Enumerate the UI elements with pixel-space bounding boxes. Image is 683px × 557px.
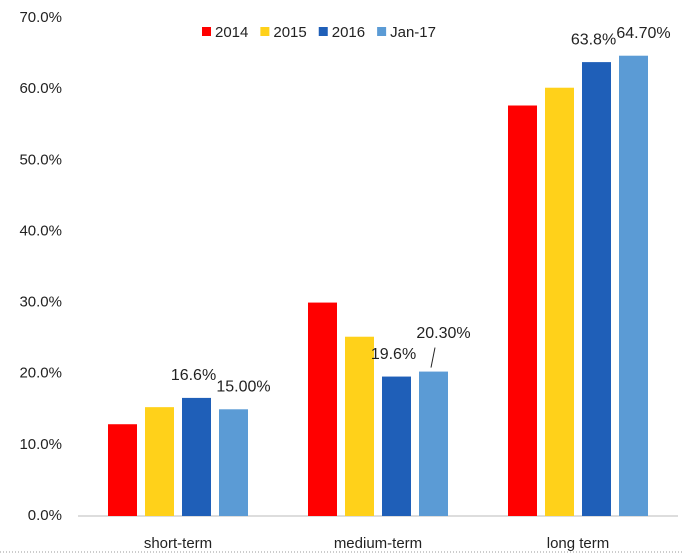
bar: [108, 424, 137, 516]
y-tick-label: 50.0%: [19, 151, 62, 168]
bar: [345, 336, 374, 516]
y-tick-label: 10.0%: [19, 436, 62, 453]
value-label: 19.6%: [371, 346, 416, 363]
bar: [508, 105, 537, 517]
bar: [145, 407, 174, 516]
bar: [382, 376, 411, 516]
y-tick-label: 0.0%: [28, 507, 62, 524]
legend-label: 2014: [215, 24, 248, 41]
y-tick-label: 30.0%: [19, 294, 62, 311]
bar: [619, 55, 648, 516]
bar: [182, 397, 211, 516]
value-label: 16.6%: [171, 367, 216, 384]
legend-swatch: [260, 27, 270, 36]
leader-line: [430, 347, 436, 368]
x-tick-label: short-term: [144, 535, 212, 552]
bar: [582, 62, 611, 516]
bar: [419, 371, 448, 516]
legend-swatch: [202, 27, 211, 36]
legend-label: 2016: [332, 24, 365, 41]
value-label: 64.70%: [616, 25, 670, 42]
legend-swatch: [377, 27, 387, 36]
y-tick-label: 20.0%: [19, 365, 62, 382]
legend-swatch: [318, 27, 328, 36]
legend-label: Jan-17: [390, 24, 436, 41]
value-label: 15.00%: [216, 379, 270, 396]
value-label: 20.30%: [416, 325, 470, 342]
bar: [219, 409, 248, 516]
x-tick-label: medium-term: [334, 535, 422, 552]
y-tick-label: 70.0%: [19, 9, 62, 26]
legend-label: 2015: [273, 24, 306, 41]
y-tick-label: 40.0%: [19, 222, 62, 239]
bar: [545, 87, 574, 516]
x-tick-label: long term: [547, 535, 610, 552]
bar: [308, 302, 337, 516]
y-tick-label: 60.0%: [19, 80, 62, 97]
value-label: 63.8%: [571, 31, 616, 48]
